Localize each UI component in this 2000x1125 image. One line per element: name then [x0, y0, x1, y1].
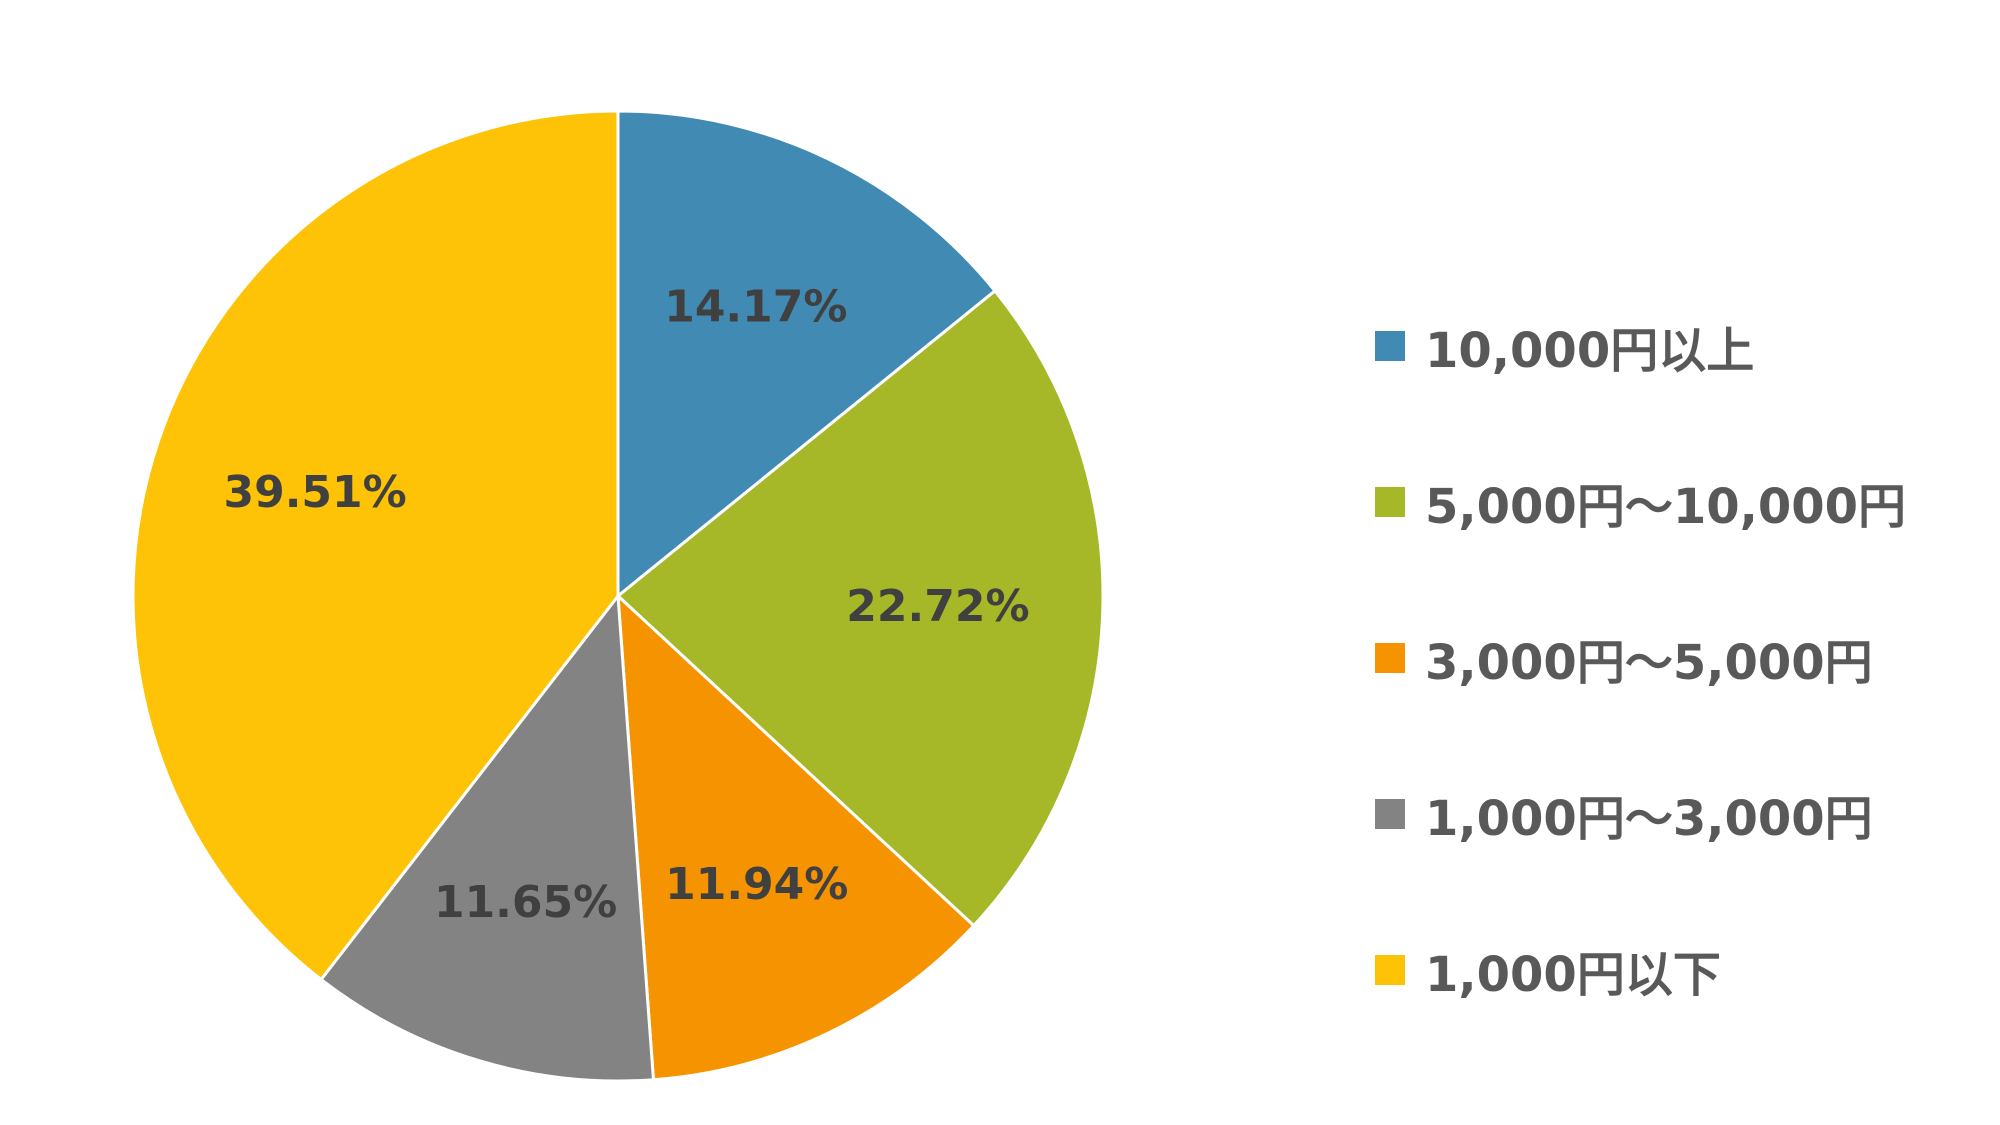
legend-swatch: [1375, 487, 1405, 517]
legend-item: 5,000円〜10,000円: [1375, 424, 1906, 580]
legend-swatch: [1375, 799, 1405, 829]
legend-label: 10,000円以上: [1425, 323, 1755, 379]
legend-swatch: [1375, 955, 1405, 985]
legend-label: 3,000円〜5,000円: [1425, 635, 1873, 691]
pie-slice-3: [616, 592, 976, 1082]
legend-swatch: [1375, 331, 1405, 361]
legend-label: 5,000円〜10,000円: [1425, 479, 1907, 535]
legend-item: 1,000円〜3,000円: [1375, 736, 1906, 892]
pie-slice-1: [616, 109, 998, 600]
legend-item: 1,000円以下: [1375, 892, 1906, 1048]
pie-slice-4: [318, 591, 656, 1083]
data-label-3: 11.94%: [665, 859, 848, 910]
pie-slices: [131, 109, 1105, 1083]
legend-item: 3,000円〜5,000円: [1375, 580, 1906, 736]
legend-label: 1,000円以下: [1425, 947, 1721, 1003]
pie-slice-5: [131, 109, 620, 982]
pie-slice-2: [615, 288, 1105, 928]
legend: 10,000円以上 5,000円〜10,000円 3,000円〜5,000円 1,00…: [1375, 268, 1906, 1048]
data-label-5: 39.51%: [223, 467, 406, 518]
pie-data-labels: 14.17% 22.72% 11.94% 11.65% 39.51%: [223, 282, 1029, 928]
data-label-1: 14.17%: [664, 282, 847, 333]
legend-item: 10,000円以上: [1375, 268, 1906, 424]
data-label-4: 11.65%: [434, 877, 617, 928]
data-label-2: 22.72%: [846, 581, 1029, 632]
legend-label: 1,000円〜3,000円: [1425, 791, 1873, 847]
legend-swatch: [1375, 643, 1405, 673]
